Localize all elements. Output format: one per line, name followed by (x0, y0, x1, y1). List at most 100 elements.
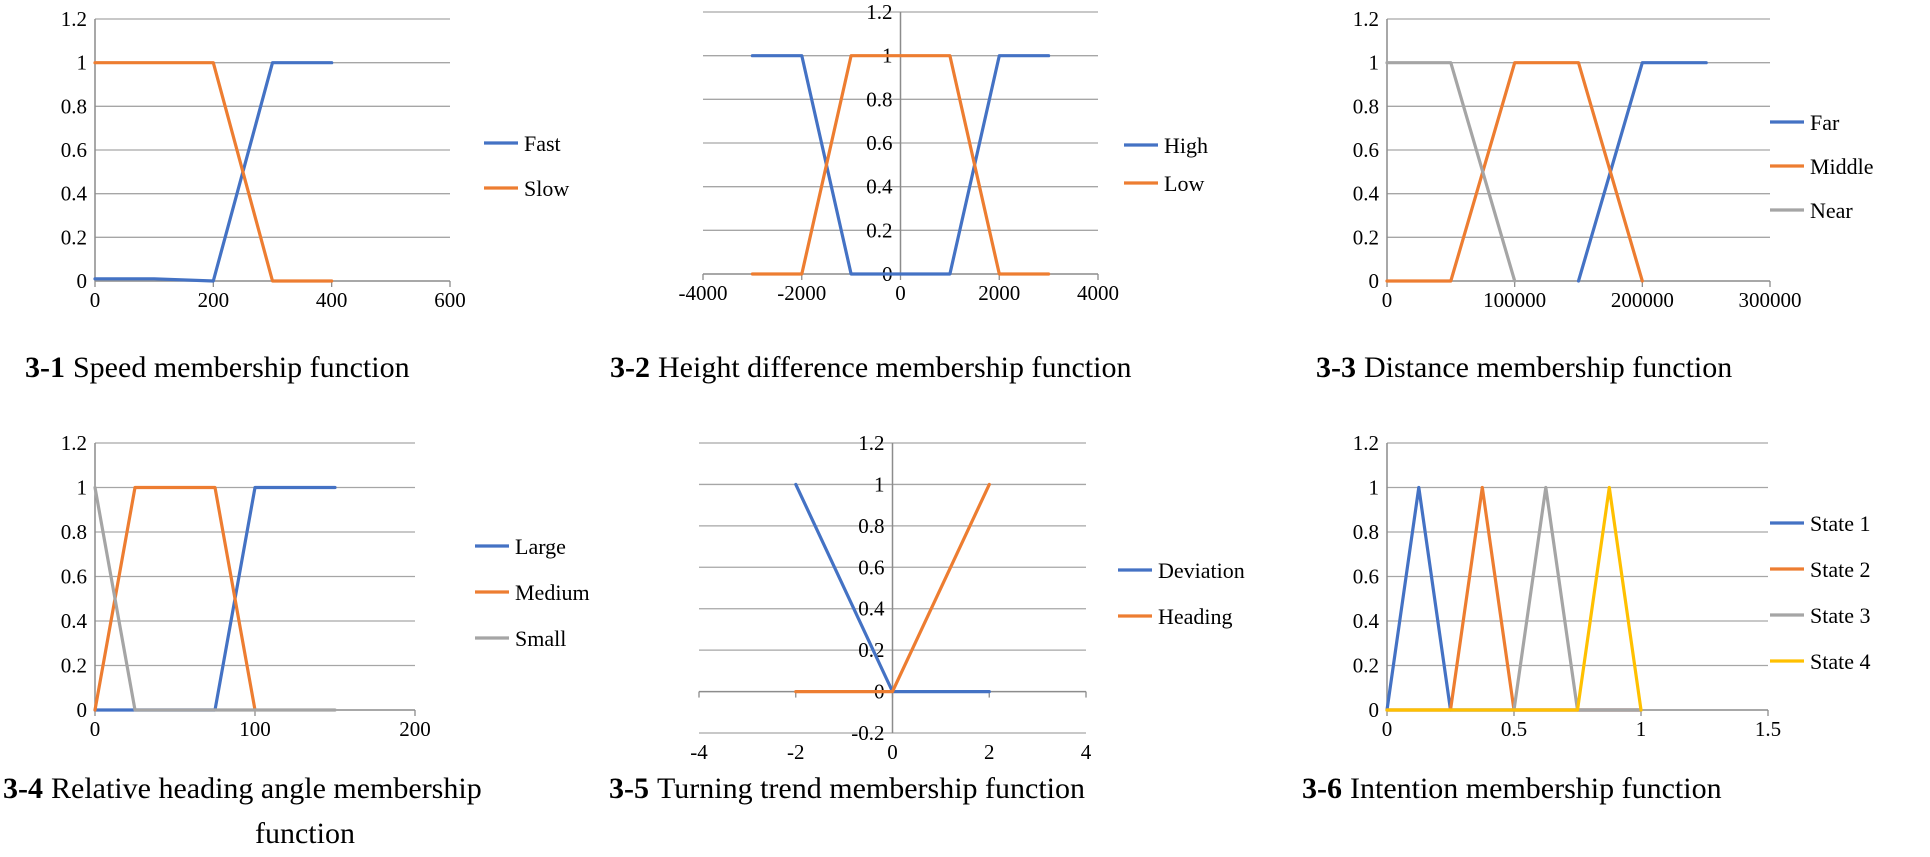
series-line-high (750, 54, 1051, 276)
series-line-slow (93, 61, 334, 283)
y-tick-label: 0.4 (1353, 182, 1380, 206)
legend-label: State 3 (1810, 603, 1871, 628)
y-tick-label: 0 (77, 269, 88, 293)
y-tick-label: 0.4 (858, 597, 885, 621)
x-tick-label: 4 (1081, 740, 1092, 764)
caption-text: Intention membership function (1350, 772, 1722, 805)
legend-label: State 2 (1810, 557, 1871, 582)
caption-3-4-line2: function (255, 815, 355, 853)
series-line-fast (93, 61, 334, 283)
y-tick-label: 1.2 (61, 431, 87, 455)
y-tick-label: 0.8 (858, 514, 884, 538)
series-line-state-4 (1385, 485, 1643, 712)
x-tick-label: 0 (895, 281, 906, 305)
caption-text: Turning trend membership function (657, 772, 1086, 805)
y-tick-label: 0.8 (61, 520, 87, 544)
x-tick-label: 600 (434, 288, 466, 312)
x-tick-label: 1.5 (1755, 717, 1781, 741)
series-line-near (1385, 61, 1517, 283)
series-line-heading (794, 482, 991, 694)
y-tick-label: 1 (1369, 476, 1380, 500)
chart-3-5: -0.200.20.40.60.811.2-4 -2 0 2 4DeviationHea… (690, 431, 1245, 764)
y-tick-label: 0.2 (61, 654, 87, 678)
x-tick-label: 100 (239, 717, 271, 741)
legend-label: High (1164, 133, 1208, 158)
y-tick-label: 0 (1369, 698, 1380, 722)
caption-text-line2: function (255, 817, 355, 850)
legend-label: Low (1164, 171, 1204, 196)
y-tick-label: 0.8 (61, 94, 87, 118)
caption-text: Height difference membership function (658, 351, 1132, 384)
y-tick-label: 0.2 (61, 225, 87, 249)
x-tick-label: 1 (1636, 717, 1647, 741)
y-tick-label: 1 (1369, 51, 1380, 75)
legend-label: Far (1810, 110, 1840, 135)
y-tick-label: 0.4 (61, 182, 88, 206)
legend-label: Near (1810, 198, 1853, 223)
chart-3-4: 0 0.2 0.4 0.6 0.8 1 1.2 0 100 200 Large Medium Small (61, 431, 590, 741)
y-tick-label: 1.2 (858, 431, 884, 455)
series-line-large (93, 485, 337, 712)
legend-label: Middle (1810, 154, 1874, 179)
caption-3-2: 3-2 Height difference membership function (610, 349, 1131, 387)
legend-label: Small (515, 626, 566, 651)
y-tick-label: 0.2 (1353, 225, 1379, 249)
legend-label: Medium (515, 580, 590, 605)
caption-3-5: 3-5 Turning trend membership function (609, 770, 1085, 808)
y-tick-label: 0 (1369, 269, 1380, 293)
legend-label: Heading (1158, 604, 1233, 629)
y-tick-label: 0.4 (61, 609, 88, 633)
y-tick-label: 0.6 (61, 138, 87, 162)
y-tick-label: 0.4 (1353, 609, 1380, 633)
legend-label: Slow (524, 176, 569, 201)
x-tick-label: 0 (90, 717, 101, 741)
y-tick-label: 0.8 (1353, 520, 1379, 544)
legend-label: Large (515, 534, 566, 559)
y-tick-label: 1 (874, 472, 885, 496)
y-tick-label: 0.2 (1353, 654, 1379, 678)
y-tick-label: 0.6 (1353, 565, 1379, 589)
caption-3-1: 3-1 Speed membership function (25, 349, 410, 387)
x-tick-label: 0 (887, 740, 898, 764)
legend-label: State 1 (1810, 511, 1871, 536)
x-tick-label: 400 (316, 288, 348, 312)
series-line-middle (1385, 61, 1644, 283)
caption-number: 3-2 (610, 351, 650, 384)
x-tick-label: 200000 (1611, 288, 1674, 312)
y-tick-label: 0.6 (61, 565, 87, 589)
x-tick-label: -4000 (679, 281, 728, 305)
y-tick-label: 0.4 (866, 175, 893, 199)
caption-3-4: 3-4 Relative heading angle membership (3, 770, 482, 808)
y-tick-label: 0.6 (858, 555, 884, 579)
caption-number: 3-5 (609, 772, 649, 805)
caption-3-6: 3-6 Intention membership function (1302, 770, 1722, 808)
y-tick-label: 0.2 (858, 638, 884, 662)
x-tick-label: -2000 (777, 281, 826, 305)
series-line-medium (93, 485, 257, 712)
y-tick-label: 1 (77, 476, 88, 500)
y-tick-label: 0.8 (1353, 94, 1379, 118)
x-tick-label: -2 (787, 740, 805, 764)
caption-text: Speed membership function (73, 351, 410, 384)
x-tick-label: 200 (198, 288, 230, 312)
x-tick-label: 100000 (1483, 288, 1546, 312)
series-line-small (93, 485, 337, 712)
caption-number: 3-6 (1302, 772, 1342, 805)
series-line-low (750, 54, 1051, 276)
legend-label: Fast (524, 131, 561, 156)
caption-text: Distance membership function (1364, 351, 1733, 384)
chart-3-6: 0 0.2 0.4 0.6 0.8 1 1.2 0 0.5 1 1.5 State 1 State 2 S… (1353, 431, 1871, 741)
legend-label: Deviation (1158, 558, 1245, 583)
y-tick-label: -0.2 (851, 721, 884, 745)
y-tick-label: 0 (77, 698, 88, 722)
series-line-state-1 (1385, 485, 1643, 712)
x-tick-label: 4000 (1077, 281, 1119, 305)
caption-text: Relative heading angle membership (51, 772, 482, 805)
y-tick-label: 0.6 (866, 131, 892, 155)
legend-label: State 4 (1810, 649, 1871, 674)
chart-3-1: 0 0.2 0.4 0.6 0.8 1 1.2 0 200 400 600 Fast Slow (61, 7, 570, 312)
y-tick-label: 0.2 (866, 218, 892, 242)
x-tick-label: -4 (690, 740, 708, 764)
x-tick-label: 2000 (978, 281, 1020, 305)
